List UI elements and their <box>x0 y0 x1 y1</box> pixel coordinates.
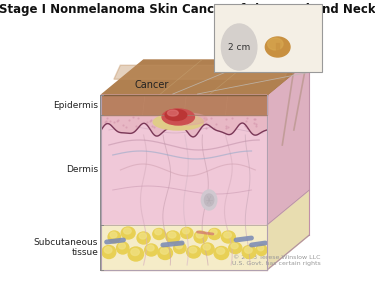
Ellipse shape <box>183 228 189 234</box>
Ellipse shape <box>268 38 283 50</box>
Ellipse shape <box>196 232 203 238</box>
Text: Tumor is 2 cm: Tumor is 2 cm <box>218 8 281 17</box>
FancyBboxPatch shape <box>214 4 322 72</box>
Ellipse shape <box>256 244 267 256</box>
Ellipse shape <box>258 245 264 251</box>
Ellipse shape <box>166 231 180 243</box>
Ellipse shape <box>242 245 256 259</box>
Ellipse shape <box>181 227 193 239</box>
Ellipse shape <box>221 231 235 243</box>
Text: Stage I Nonmelanoma Skin Cancer of the Head and Neck: Stage I Nonmelanoma Skin Cancer of the H… <box>0 3 375 16</box>
Ellipse shape <box>153 114 203 130</box>
Ellipse shape <box>266 37 290 57</box>
Text: © 2023 Terese Winslow LLC
U.S. Govt. has certain rights: © 2023 Terese Winslow LLC U.S. Govt. has… <box>232 255 321 266</box>
Ellipse shape <box>176 243 182 249</box>
Ellipse shape <box>224 232 231 238</box>
Ellipse shape <box>214 247 229 260</box>
Ellipse shape <box>208 229 220 239</box>
Text: Dermis: Dermis <box>66 166 98 175</box>
Ellipse shape <box>155 229 162 235</box>
Ellipse shape <box>165 113 207 125</box>
Ellipse shape <box>168 110 178 116</box>
Polygon shape <box>101 95 267 115</box>
Text: 2 cm: 2 cm <box>228 43 250 52</box>
Ellipse shape <box>244 247 252 253</box>
Ellipse shape <box>110 232 117 238</box>
Ellipse shape <box>203 244 210 250</box>
Polygon shape <box>114 65 290 79</box>
Ellipse shape <box>145 244 158 256</box>
Ellipse shape <box>229 242 242 253</box>
Ellipse shape <box>131 248 140 256</box>
Ellipse shape <box>189 247 197 253</box>
Text: Subcutaneous
tissue: Subcutaneous tissue <box>34 238 98 257</box>
Ellipse shape <box>231 243 238 249</box>
Ellipse shape <box>158 247 172 260</box>
Text: or smaller: or smaller <box>218 18 264 27</box>
Polygon shape <box>267 190 309 270</box>
Ellipse shape <box>108 231 120 243</box>
Circle shape <box>204 194 214 206</box>
Ellipse shape <box>128 247 144 261</box>
Polygon shape <box>101 60 309 95</box>
Polygon shape <box>101 225 267 270</box>
Ellipse shape <box>174 242 186 253</box>
Ellipse shape <box>147 245 154 251</box>
Ellipse shape <box>201 243 214 255</box>
Polygon shape <box>101 95 267 137</box>
Ellipse shape <box>210 229 217 235</box>
Ellipse shape <box>124 228 131 234</box>
Ellipse shape <box>139 233 146 239</box>
Ellipse shape <box>118 243 125 249</box>
Ellipse shape <box>121 227 135 239</box>
Text: Epidermis: Epidermis <box>53 100 98 109</box>
Ellipse shape <box>104 247 112 253</box>
Ellipse shape <box>168 232 176 238</box>
Ellipse shape <box>153 229 165 239</box>
Ellipse shape <box>162 109 195 125</box>
Circle shape <box>221 24 257 70</box>
Ellipse shape <box>117 242 129 254</box>
Ellipse shape <box>217 248 225 254</box>
Ellipse shape <box>187 246 201 258</box>
Ellipse shape <box>160 248 168 254</box>
Polygon shape <box>101 95 267 270</box>
Circle shape <box>201 190 217 210</box>
Text: Cancer: Cancer <box>134 80 168 112</box>
Polygon shape <box>267 60 309 225</box>
Ellipse shape <box>137 232 150 244</box>
Polygon shape <box>267 60 309 270</box>
Ellipse shape <box>194 231 207 243</box>
Ellipse shape <box>165 110 187 121</box>
Ellipse shape <box>102 245 116 259</box>
